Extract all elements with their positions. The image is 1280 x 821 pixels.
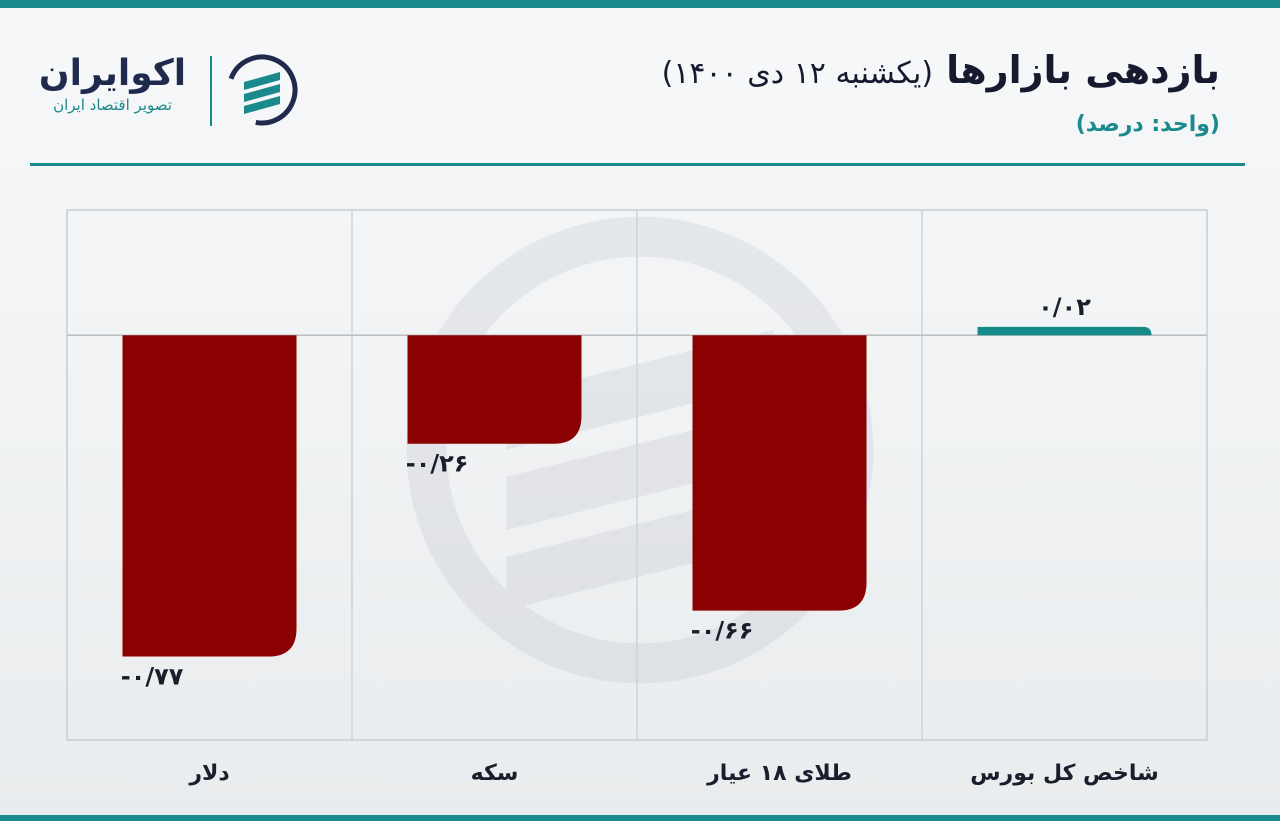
unit-label: (واحد: درصد) <box>1075 112 1220 137</box>
chart-bars <box>122 326 1152 657</box>
logo-tagline: تصویر اقتصاد ایران <box>53 96 172 114</box>
bar-3 <box>977 326 1152 336</box>
chart-labels: -۰/۷۷ دلار -۰/۲۶ سکه -۰/۶۶ طلای ۱۸ عیار ۰/۰۲ شا… <box>121 293 1159 786</box>
value-label-1: -۰/۲۶ <box>406 450 469 478</box>
title-main: بازدهی بازارها <box>946 48 1220 92</box>
chart-title: بازدهی بازارها (یکشنبه ۱۲ دی ۱۴۰۰) <box>662 48 1220 92</box>
category-label-3: شاخص کل بورس <box>970 761 1159 786</box>
bar-1 <box>407 335 582 444</box>
logo-mark-icon <box>226 54 298 126</box>
title-date: (یکشنبه ۱۲ دی ۱۴۰۰) <box>661 56 934 91</box>
logo: اکوایران تصویر اقتصاد ایران <box>30 50 300 130</box>
category-label-0: دلار <box>188 761 229 786</box>
bar-0 <box>122 335 297 657</box>
bottom-accent-strip <box>0 815 1280 821</box>
value-label-0: -۰/۷۷ <box>121 663 184 691</box>
logo-divider <box>210 56 212 126</box>
header-rule <box>30 163 1245 166</box>
logo-text: اکوایران تصویر اقتصاد ایران <box>30 54 195 116</box>
top-accent-strip <box>0 0 1280 8</box>
category-label-2: طلای ۱۸ عیار <box>706 761 852 786</box>
bar-2 <box>692 335 867 611</box>
value-label-2: -۰/۶۶ <box>691 617 754 645</box>
value-label-3: ۰/۰۲ <box>1038 293 1091 321</box>
category-label-1: سکه <box>471 761 519 786</box>
logo-name: اکوایران <box>38 53 187 94</box>
